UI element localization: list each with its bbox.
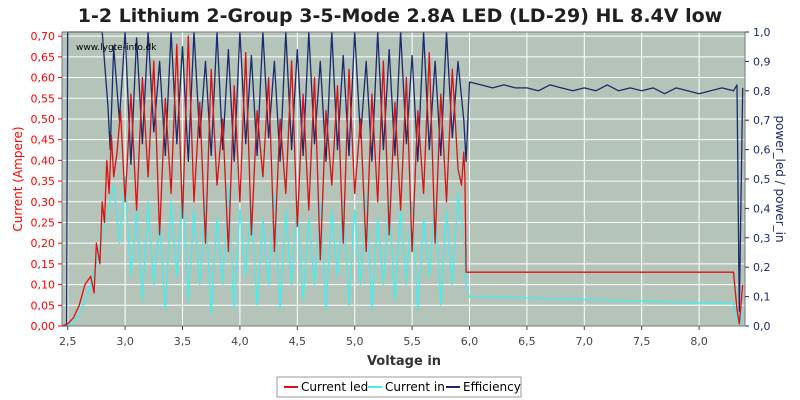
y-left-tick-label: 0,50 xyxy=(31,113,56,126)
y-right-tick-label: 0,4 xyxy=(753,202,771,215)
y-right-tick-label: 0,8 xyxy=(753,85,771,98)
legend-items: Current led Current in Efficiency xyxy=(284,380,521,394)
series-layer xyxy=(61,31,744,327)
x-tick-label: 3,5 xyxy=(174,335,192,348)
y-left-tick-label: 0,65 xyxy=(31,51,56,64)
legend-label: Current in xyxy=(385,380,445,394)
legend: Current led Current in Efficiency xyxy=(276,376,522,398)
legend-label: Efficiency xyxy=(463,380,521,394)
y-right-tick-label: 1,0 xyxy=(753,26,771,39)
x-axis-label: Voltage in xyxy=(367,354,441,369)
y-left-tick-label: 0,30 xyxy=(31,196,56,209)
y-left-tick-label: 0,20 xyxy=(31,237,56,250)
y-right-tick-label: 0,2 xyxy=(753,261,771,274)
y-left-axis-ticks: 0,00 0,05 0,10 0,15 0,20 0,25 0,30 0,35 0,40 0,45… xyxy=(31,30,62,333)
y-axis-label-left: Current (Ampere) xyxy=(11,126,25,231)
x-tick-label: 7,0 xyxy=(576,335,594,348)
y-left-tick-label: 0,10 xyxy=(31,279,56,292)
x-tick-label: 5,5 xyxy=(403,335,421,348)
x-tick-label: 6,0 xyxy=(461,335,479,348)
x-tick-label: 3,0 xyxy=(116,335,134,348)
x-axis-ticks: 2,5 3,0 3,5 4,0 4,5 5,0 5,5 6,0 6,5 7,0 7,5 8,0 xyxy=(59,326,708,348)
y-left-tick-label: 0,60 xyxy=(31,72,56,85)
y-right-tick-label: 0,9 xyxy=(753,55,771,68)
x-tick-label: 4,0 xyxy=(231,335,249,348)
y-right-tick-label: 0,1 xyxy=(753,291,771,304)
series-efficiency-line xyxy=(62,31,744,327)
y-right-axis-ticks: 0,0 0,1 0,2 0,3 0,4 0,5 0,6 0,7 0,8 0,9 1,0 xyxy=(745,26,771,333)
y-left-tick-label: 0,45 xyxy=(31,134,56,147)
legend-label: Current led xyxy=(301,380,368,394)
y-left-tick-label: 0,40 xyxy=(31,154,56,167)
y-axis-label-right: power_led / power_in xyxy=(773,115,787,242)
x-tick-label: 6,5 xyxy=(518,335,536,348)
y-right-tick-label: 0,0 xyxy=(753,320,771,333)
y-right-tick-label: 0,5 xyxy=(753,173,771,186)
x-tick-label: 7,5 xyxy=(633,335,651,348)
series-current-led-line xyxy=(61,35,744,327)
y-left-tick-label: 0,55 xyxy=(31,92,56,105)
legend-box xyxy=(276,376,522,398)
y-left-tick-label: 0,25 xyxy=(31,216,56,229)
y-right-tick-label: 0,7 xyxy=(753,114,771,127)
watermark: www.lygte-info.dk xyxy=(76,43,157,53)
y-left-tick-label: 0,05 xyxy=(31,299,56,312)
x-tick-label: 5,0 xyxy=(346,335,364,348)
chart-title: 1-2 Lithium 2-Group 3-5-Mode 2.8A LED (L… xyxy=(78,5,722,27)
y-left-tick-label: 0,35 xyxy=(31,175,56,188)
series-current-in-line xyxy=(62,176,744,327)
y-right-tick-label: 0,3 xyxy=(753,232,771,245)
y-left-tick-label: 0,00 xyxy=(31,320,56,333)
x-tick-label: 4,5 xyxy=(289,335,307,348)
y-right-tick-label: 0,6 xyxy=(753,144,771,157)
y-left-tick-label: 0,70 xyxy=(31,30,56,43)
y-left-tick-label: 0,15 xyxy=(31,258,56,271)
x-tick-label: 2,5 xyxy=(59,335,77,348)
x-tick-label: 8,0 xyxy=(690,335,708,348)
